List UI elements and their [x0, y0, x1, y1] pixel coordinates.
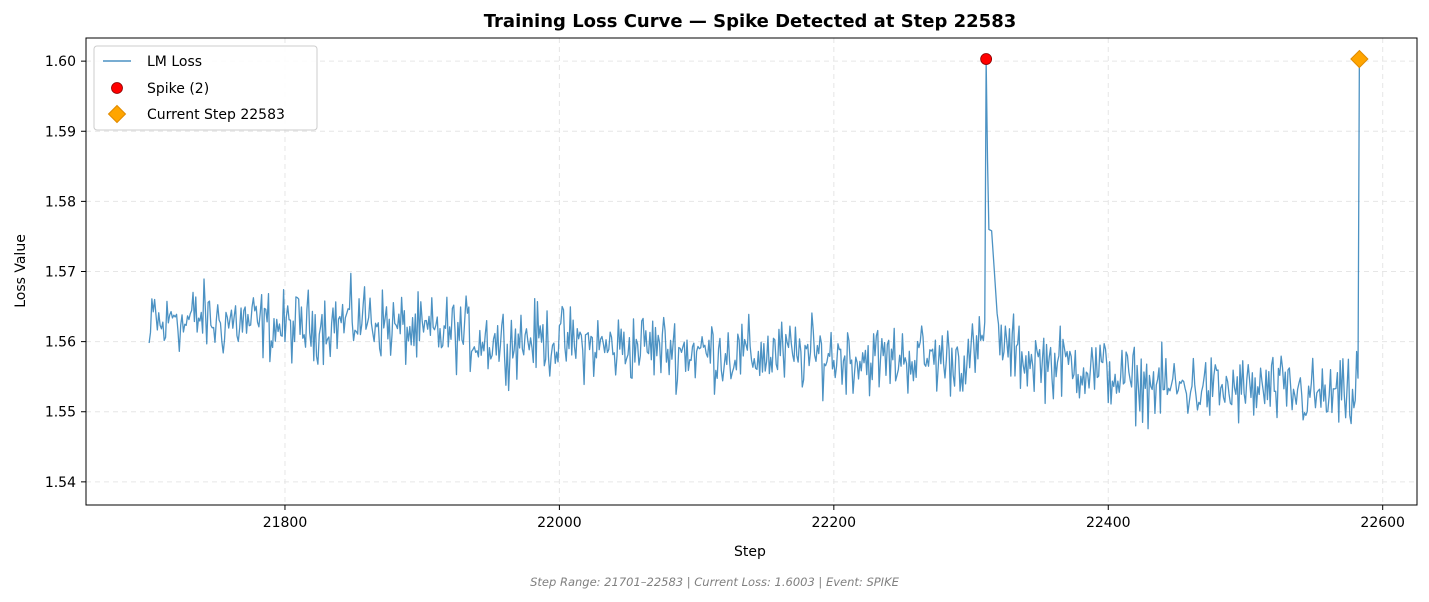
legend-label: Current Step 22583 [147, 107, 285, 123]
current-step-point [1350, 49, 1369, 69]
legend-swatch-spike [111, 82, 123, 94]
x-tick-label: 22200 [812, 515, 857, 531]
x-tick-label: 21800 [263, 515, 308, 531]
y-tick-label: 1.59 [45, 124, 76, 140]
legend-label: Spike (2) [147, 81, 209, 97]
y-tick-label: 1.58 [45, 194, 76, 210]
y-tick-label: 1.55 [45, 405, 76, 421]
chart-footer-note: Step Range: 21701–22583 | Current Loss: … [530, 575, 899, 589]
axes: 21800 22000 22200 22400 22600 1.54 1.55 1.56 1.5… [45, 37, 1418, 531]
x-axis-label: Step [734, 544, 766, 560]
legend-label: LM Loss [147, 54, 202, 70]
loss-line [148, 58, 1361, 430]
grid [86, 38, 1417, 505]
y-tick-label: 1.57 [45, 265, 76, 281]
y-tick-label: 1.56 [45, 335, 76, 351]
chart-title: Training Loss Curve — Spike Detected at … [484, 11, 1017, 32]
x-tick-label: 22600 [1360, 515, 1405, 531]
legend-swatch-current [107, 104, 127, 124]
y-tick-label: 1.60 [45, 54, 76, 70]
legend-box [93, 45, 318, 131]
x-tick-label: 22000 [537, 515, 582, 531]
x-tick-label: 22400 [1086, 515, 1131, 531]
y-axis-label: Loss Value [13, 234, 29, 308]
spike-point [980, 53, 993, 65]
y-tick-label: 1.54 [45, 475, 76, 491]
legend: LM Loss Spike (2) Current Step 22583 [93, 45, 318, 131]
plot-area [148, 49, 1369, 430]
